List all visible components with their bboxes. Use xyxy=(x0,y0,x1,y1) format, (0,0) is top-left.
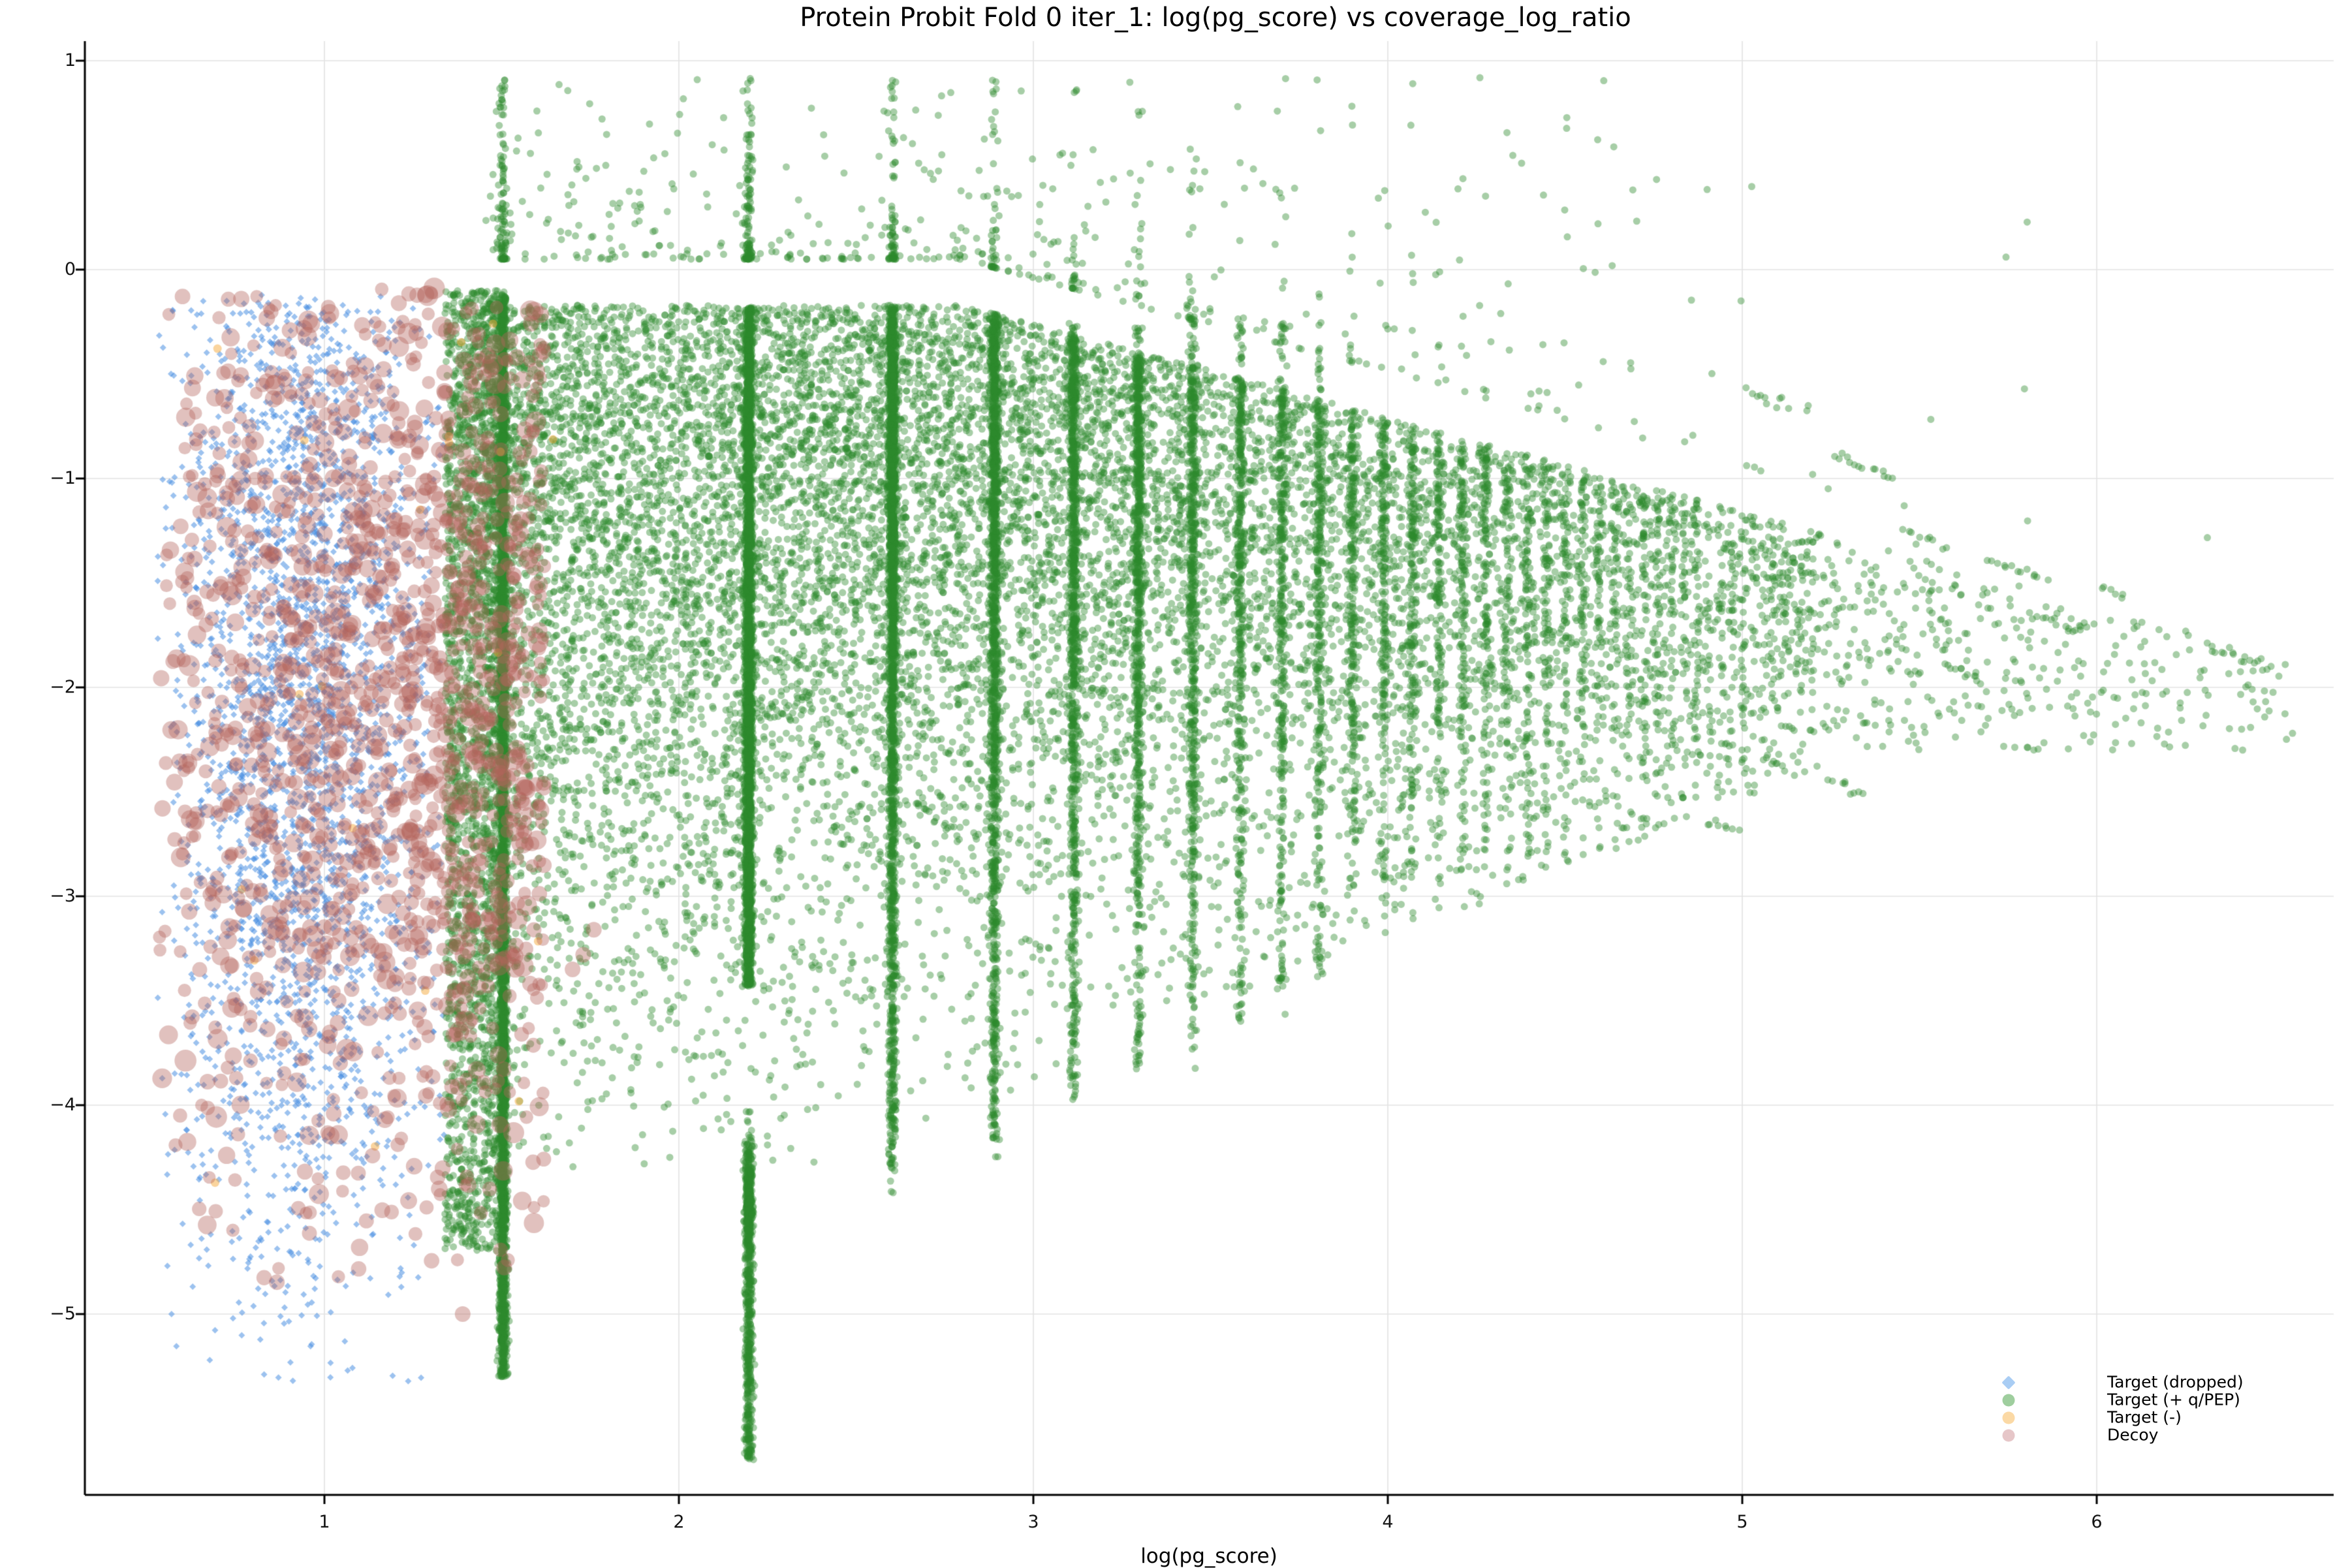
y-tick-label-1: 0 xyxy=(64,259,76,279)
x-axis-label: log(pg_score) xyxy=(1140,1544,1277,1568)
legend-label-target-negative: Target (-) xyxy=(2107,1407,2182,1427)
x-tick-label-0: 1 xyxy=(319,1512,330,1532)
x-tick-label-3: 4 xyxy=(1382,1512,1394,1532)
x-tick-label-4: 5 xyxy=(1736,1512,1748,1532)
x-tick-label-1: 2 xyxy=(673,1512,685,1532)
legend-marker-target-negative-circle-icon xyxy=(2002,1411,2015,1424)
x-tick-label-2: 3 xyxy=(1027,1512,1039,1532)
x-tick-label-5: 6 xyxy=(2091,1512,2103,1532)
legend-marker-target-accepted-circle-icon xyxy=(2002,1394,2015,1407)
chart-title: Protein Probit Fold 0 iter_1: log(pg_sco… xyxy=(800,3,1631,33)
y-tick-label-6: −5 xyxy=(50,1303,76,1324)
y-tick-label-4: −3 xyxy=(50,885,76,906)
legend-label-target-accepted: Target (+ q/PEP) xyxy=(2107,1390,2240,1409)
legend-label-target-dropped: Target (dropped) xyxy=(2107,1372,2244,1392)
y-tick-label-5: −4 xyxy=(50,1094,76,1115)
legend-label-decoy: Decoy xyxy=(2107,1425,2159,1445)
y-tick-label-3: −2 xyxy=(50,676,76,697)
y-tick-label-2: −1 xyxy=(50,467,76,488)
legend-marker-decoy-circle-icon xyxy=(2002,1429,2015,1442)
y-tick-label-0: 1 xyxy=(64,50,76,71)
